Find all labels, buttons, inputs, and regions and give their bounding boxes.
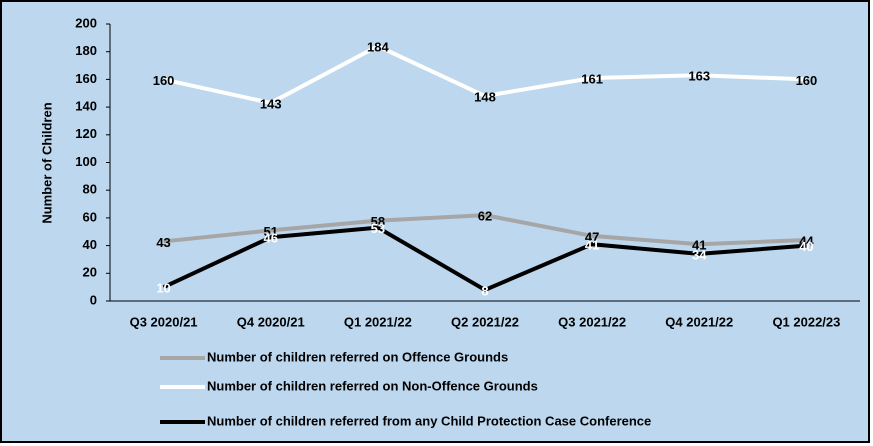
x-tick-label: Q3 2020/21: [130, 314, 198, 329]
data-label: 184: [367, 40, 389, 55]
y-tick-label: 180: [75, 43, 97, 58]
y-tick-label: 120: [75, 126, 97, 141]
legend-label: Number of children referred from any Chi…: [207, 413, 651, 428]
x-tick-label: Q3 2021/22: [558, 314, 626, 329]
legend-label: Number of children referred on Offence G…: [207, 349, 508, 364]
x-tick-label: Q4 2020/21: [237, 314, 305, 329]
x-tick-label: Q1 2022/23: [772, 314, 840, 329]
x-tick-label: Q2 2021/22: [451, 314, 519, 329]
data-label: 44: [799, 233, 814, 248]
data-label: 46: [263, 231, 277, 246]
data-label: 62: [478, 209, 492, 224]
data-label: 43: [156, 235, 170, 250]
series-line: [163, 44, 807, 105]
data-label: 148: [474, 89, 496, 104]
y-tick-label: 140: [75, 99, 97, 114]
data-label: 47: [585, 229, 599, 244]
x-tick-label: Q1 2021/22: [344, 314, 412, 329]
data-label: 143: [260, 96, 282, 111]
y-tick-label: 160: [75, 71, 97, 86]
data-label: 163: [688, 69, 710, 84]
data-label: 41: [692, 238, 706, 253]
y-tick-label: 100: [75, 154, 97, 169]
data-label: 161: [581, 71, 603, 86]
y-axis-title: Number of Children: [39, 102, 54, 223]
series-line: [162, 225, 807, 292]
data-label: 58: [371, 214, 385, 229]
y-tick-label: 40: [83, 237, 97, 252]
data-label: 10: [156, 281, 170, 296]
data-label: 53: [371, 221, 385, 236]
series-line: [163, 213, 807, 247]
legend-label: Number of children referred on Non-Offen…: [207, 378, 538, 393]
data-label: 8: [481, 283, 488, 298]
x-tick-label: Q4 2021/22: [665, 314, 733, 329]
y-tick-label: 200: [75, 15, 97, 30]
y-tick-label: 20: [83, 265, 97, 280]
data-label: 160: [796, 73, 818, 88]
data-label: 51: [263, 224, 277, 239]
data-label: 160: [153, 73, 175, 88]
data-label: 40: [799, 239, 813, 254]
data-label: 41: [585, 238, 599, 253]
y-tick-label: 80: [83, 182, 97, 197]
y-tick-label: 60: [83, 209, 97, 224]
y-tick-label: 0: [90, 292, 97, 307]
data-label: 34: [692, 247, 707, 262]
